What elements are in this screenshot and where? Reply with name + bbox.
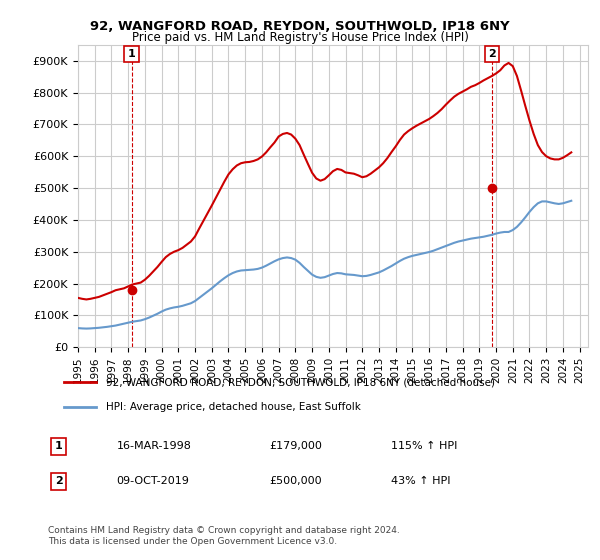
Text: 92, WANGFORD ROAD, REYDON, SOUTHWOLD, IP18 6NY (detached house): 92, WANGFORD ROAD, REYDON, SOUTHWOLD, IP… (106, 377, 495, 388)
Text: £179,000: £179,000 (270, 441, 323, 451)
Text: 43% ↑ HPI: 43% ↑ HPI (391, 476, 451, 486)
Text: HPI: Average price, detached house, East Suffolk: HPI: Average price, detached house, East… (106, 402, 361, 412)
Text: 2: 2 (55, 476, 62, 486)
Text: Contains HM Land Registry data © Crown copyright and database right 2024.
This d: Contains HM Land Registry data © Crown c… (48, 526, 400, 546)
Text: Price paid vs. HM Land Registry's House Price Index (HPI): Price paid vs. HM Land Registry's House … (131, 31, 469, 44)
Text: £500,000: £500,000 (270, 476, 322, 486)
Text: 1: 1 (55, 441, 62, 451)
Text: 2: 2 (488, 49, 496, 59)
Text: 16-MAR-1998: 16-MAR-1998 (116, 441, 191, 451)
Text: 92, WANGFORD ROAD, REYDON, SOUTHWOLD, IP18 6NY: 92, WANGFORD ROAD, REYDON, SOUTHWOLD, IP… (90, 20, 510, 32)
Text: 09-OCT-2019: 09-OCT-2019 (116, 476, 190, 486)
Text: 115% ↑ HPI: 115% ↑ HPI (391, 441, 458, 451)
Text: 1: 1 (128, 49, 136, 59)
